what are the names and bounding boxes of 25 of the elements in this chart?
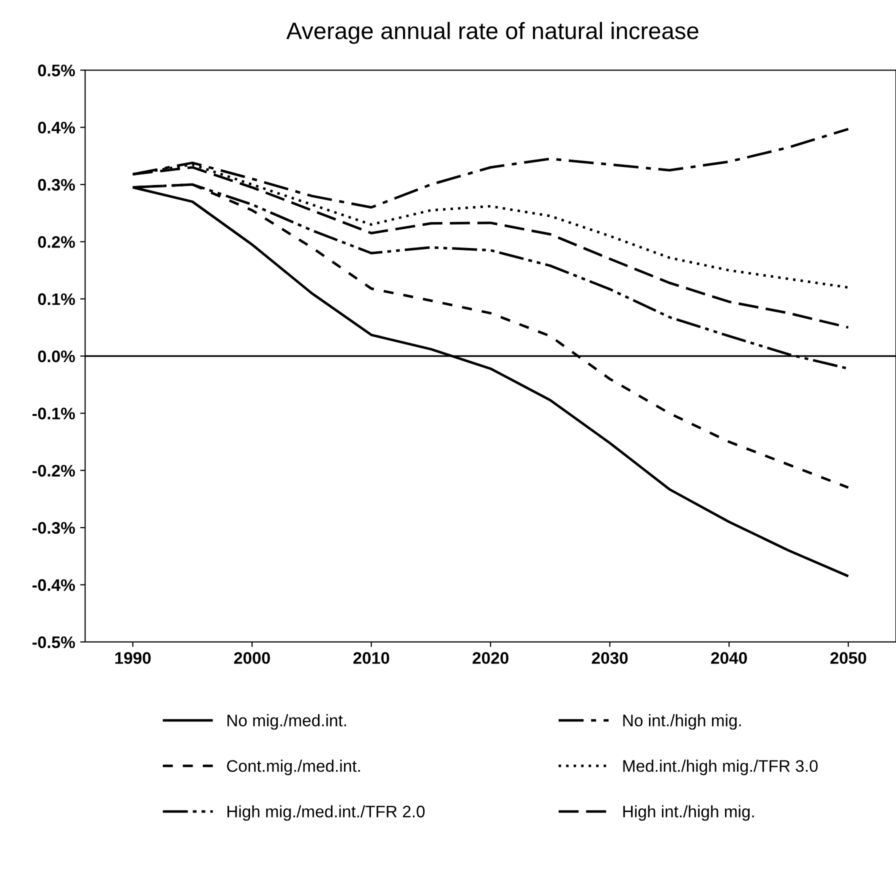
legend-label: No int./high mig. — [623, 714, 741, 730]
y-tick-label: -0.1% — [32, 408, 75, 420]
legend-label: High mig./med.int./TFR 2.0 — [228, 805, 425, 821]
x-tick-label: 2010 — [353, 652, 390, 664]
y-tick-label: -0.2% — [32, 464, 75, 477]
x-tick-label: 1990 — [115, 652, 151, 664]
y-tick-label: 0.3% — [38, 178, 75, 191]
x-tick-label: 2000 — [234, 652, 270, 664]
y-tick-label: 0.4% — [38, 122, 75, 134]
x-tick-label: 2050 — [830, 652, 866, 664]
y-tick-label: 0.1% — [38, 293, 75, 306]
y-tick-label: 0.2% — [38, 236, 75, 248]
legend-label: Med.int./high mig./TFR 3.0 — [623, 760, 818, 776]
x-tick-label: 2040 — [711, 652, 747, 664]
legend-label: Cont.mig./med.int. — [227, 760, 360, 776]
y-tick-label: 0.5% — [38, 64, 75, 76]
y-tick-label: -0.5% — [32, 636, 75, 648]
legend-label: High int./high mig. — [623, 805, 754, 821]
chart-title: Average annual rate of natural increase — [286, 22, 698, 44]
y-tick-label: 0.0% — [38, 350, 75, 362]
legend-label: No mig./med.int. — [228, 714, 346, 730]
y-tick-label: -0.4% — [32, 579, 75, 591]
x-tick-label: 2020 — [472, 652, 508, 664]
x-tick-label: 2030 — [592, 652, 628, 664]
y-tick-label: -0.3% — [32, 522, 75, 534]
